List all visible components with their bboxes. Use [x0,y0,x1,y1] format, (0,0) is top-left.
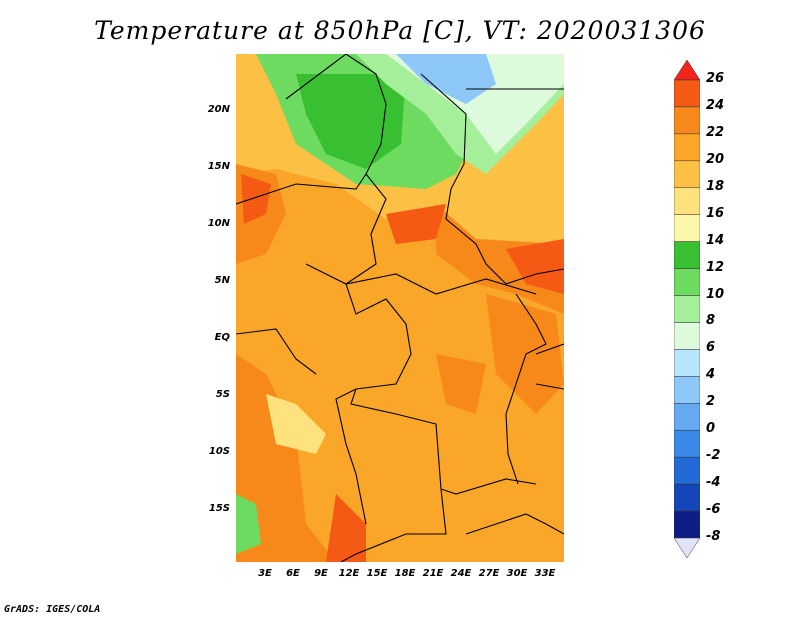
colorbar-swatch [674,537,700,558]
colorbar-swatch [674,214,700,242]
colorbar-label: -6 [706,502,721,518]
lon-label: 18E [394,568,416,579]
colorbar-swatch [674,510,700,539]
colorbar-swatch [674,429,700,458]
lon-label: 27E [478,568,500,579]
colorbar-swatch [674,241,700,269]
colorbar-label: 14 [706,232,725,248]
credit-text: GrADS: IGES/COLA [4,604,101,615]
lon-label: 9E [314,568,328,579]
colorbar-label: -2 [706,448,721,464]
lat-label: 5N [214,275,230,286]
colorbar-label: 24 [706,97,725,113]
lon-label: 24E [450,568,472,579]
lat-label: 10S [208,446,230,457]
lon-label: 30E [506,568,528,579]
colorbar-label: 22 [706,124,725,140]
colorbar-label: 2 [706,394,716,410]
lon-label: 21E [422,568,444,579]
colorbar-label: 20 [706,151,725,167]
temperature-map [236,54,564,562]
colorbar-swatch [674,268,700,296]
colorbar-label: 26 [706,71,725,86]
colorbar-label: -8 [706,529,721,544]
colorbar-label: 16 [706,205,725,221]
colorbar-swatch [674,403,700,431]
colorbar-label: 12 [706,259,725,275]
colorbar-label: -4 [706,475,721,491]
colorbar-swatch [674,60,700,81]
colorbar-label: 0 [706,421,716,437]
colorbar-label: 4 [706,367,716,383]
lon-label: 33E [534,568,556,579]
colorbar-swatch [674,376,700,404]
lat-label: 10N [207,218,230,229]
colorbar-swatch [674,187,700,215]
colorbar-label: 10 [706,286,725,302]
lat-label: 20N [207,104,230,115]
lat-label: 15N [207,161,230,172]
colorbar-swatch [674,79,700,108]
colorbar-swatch [674,322,700,350]
lon-label: 12E [338,568,360,579]
colorbar-swatch [674,483,700,512]
lat-label: EQ [214,332,230,343]
lon-label: 15E [366,568,388,579]
colorbar [674,60,700,558]
colorbar-label: 8 [706,313,716,329]
map-title: Temperature at 850hPa [C], VT: 202003130… [94,16,706,45]
lat-label: 15S [208,503,230,514]
colorbar-swatch [674,349,700,377]
colorbar-swatch [674,133,700,162]
colorbar-swatch [674,456,700,485]
colorbar-swatch [674,160,700,189]
lon-label: 3E [258,568,272,579]
colorbar-label: 6 [706,340,716,356]
colorbar-swatch [674,106,700,135]
lat-label: 5S [215,389,230,400]
lon-label: 6E [286,568,300,579]
colorbar-label: 18 [706,178,725,194]
colorbar-swatch [674,295,700,323]
